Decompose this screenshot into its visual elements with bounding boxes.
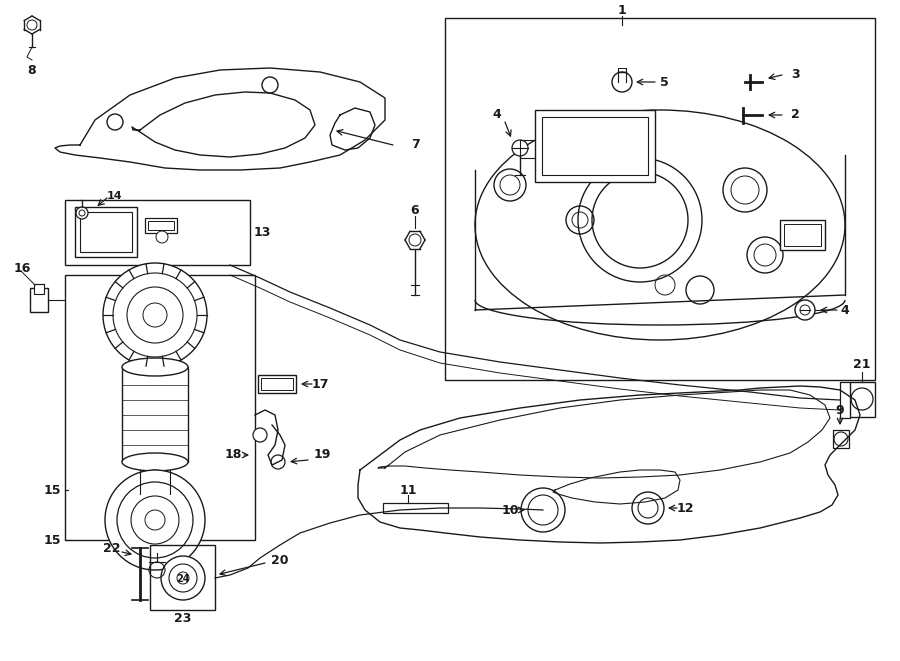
Text: 20: 20 [271,553,289,566]
Bar [150,545,215,610]
Text: 4: 4 [841,303,850,317]
Text: 24: 24 [176,574,190,584]
Text: 15: 15 [43,533,61,547]
Text: 13: 13 [253,225,271,239]
Bar [383,503,448,513]
Circle shape [76,207,88,219]
Text: 14: 14 [107,191,122,201]
Circle shape [105,470,205,570]
Text: 8: 8 [28,63,36,77]
Circle shape [161,556,205,600]
Circle shape [521,488,565,532]
Circle shape [271,455,285,469]
Circle shape [612,72,632,92]
Bar [65,275,255,540]
Bar [542,117,648,175]
Bar [30,288,48,312]
Circle shape [632,492,664,524]
Text: 5: 5 [660,75,669,89]
Text: 19: 19 [313,449,330,461]
Ellipse shape [122,358,188,376]
Text: 7: 7 [410,139,419,151]
Text: 11: 11 [400,483,417,496]
Ellipse shape [122,453,188,471]
Text: 15: 15 [43,483,61,496]
Circle shape [512,140,528,156]
Bar [261,378,293,390]
Circle shape [795,300,815,320]
Circle shape [103,263,207,367]
Text: 2: 2 [790,108,799,122]
Circle shape [253,428,267,442]
Text: 21: 21 [853,358,871,371]
Bar [80,212,132,252]
Bar [784,224,821,246]
Bar [850,382,875,417]
Bar [535,110,655,182]
Circle shape [156,231,168,243]
Text: 9: 9 [836,403,844,416]
Text: 23: 23 [175,611,192,625]
Bar [780,220,825,250]
Text: 3: 3 [791,69,799,81]
Bar [833,430,849,448]
Bar [133,480,177,494]
Text: 16: 16 [14,262,31,274]
Text: 22: 22 [104,541,121,555]
Bar [148,221,174,230]
Text: 10: 10 [501,504,518,516]
Text: 6: 6 [410,204,419,217]
Bar [122,367,188,462]
Text: 17: 17 [311,377,328,391]
Bar [75,207,137,257]
Text: 1: 1 [617,3,626,17]
Bar [34,284,44,294]
Text: 4: 4 [492,108,501,122]
Bar [145,218,177,233]
Ellipse shape [475,110,845,340]
Bar [445,18,875,380]
Bar [65,200,250,265]
Text: 12: 12 [676,502,694,514]
Text: 18: 18 [224,449,242,461]
Bar [258,375,296,393]
